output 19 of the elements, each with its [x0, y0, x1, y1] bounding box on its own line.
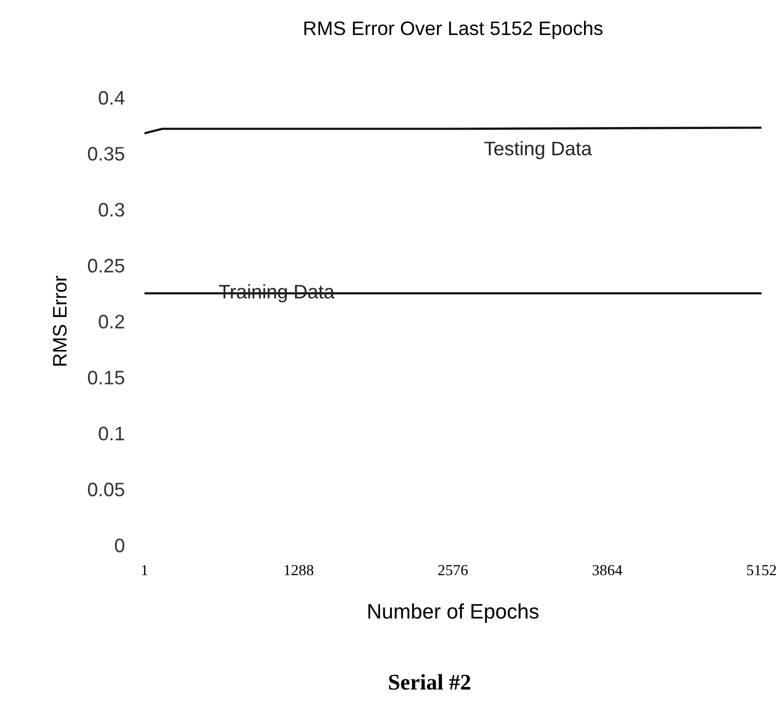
y-axis-title: RMS Error	[52, 276, 67, 366]
x-axis-title: Number of Epochs	[368, 603, 538, 623]
x-tick-label: 1	[142, 565, 148, 576]
y-tick-label: 0.1	[98, 426, 124, 440]
y-tick-label: 0.05	[88, 482, 124, 496]
y-tick-label: 0.25	[88, 258, 124, 273]
x-tick-label: 1288	[284, 564, 314, 576]
x-tick-label: 2576	[438, 565, 468, 576]
chart-title: RMS Error Over Last 5152 Epochs	[304, 20, 602, 40]
series-label: Testing Data	[484, 141, 592, 160]
y-tick-label: 0	[114, 538, 124, 552]
y-tick-label: 0.35	[88, 146, 124, 161]
y-tick-label: 0.15	[88, 370, 124, 384]
x-tick-label: 3864	[592, 564, 622, 576]
y-tick-label: 0.4	[98, 90, 124, 105]
text: Serial #2	[389, 674, 470, 690]
y-tick-label: 0.2	[98, 314, 124, 329]
y-tick-label: 0.3	[98, 202, 124, 217]
x-tick-label: 5152	[747, 565, 776, 576]
